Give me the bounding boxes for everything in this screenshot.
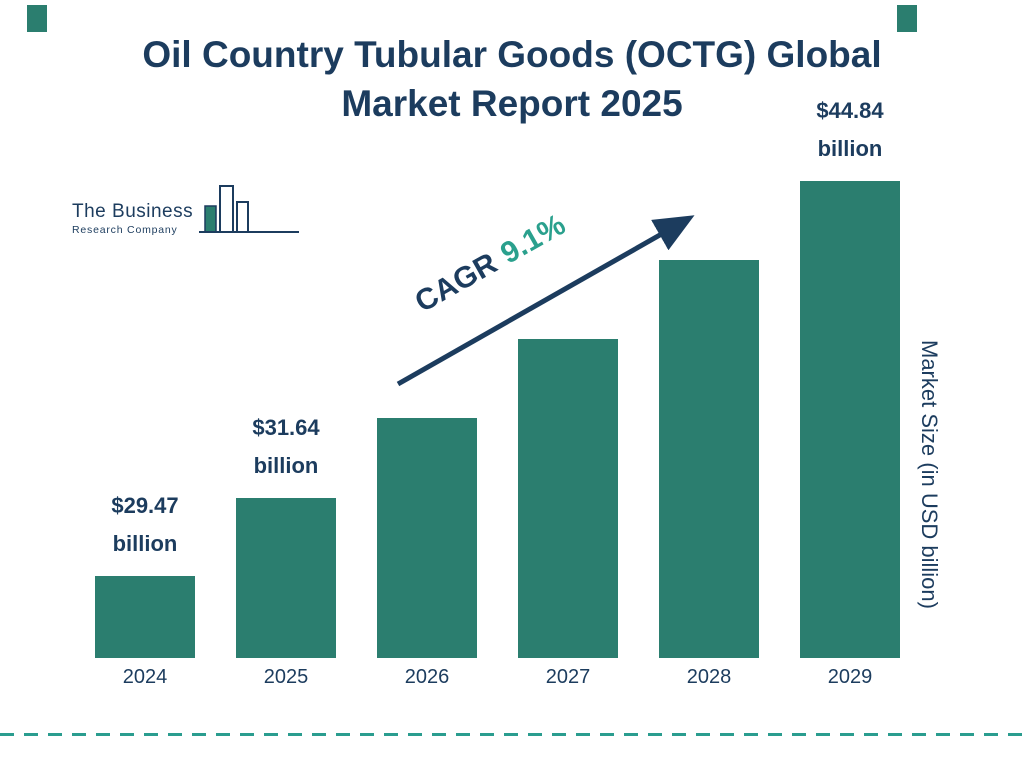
- x-tick-2026: 2026: [404, 666, 450, 688]
- logo-bars-icon: [199, 185, 300, 233]
- bar-2029: [800, 181, 900, 658]
- x-tick-2025: 2025: [263, 666, 309, 688]
- bar-value-unit: billion: [817, 136, 883, 161]
- bar-column-2028: [659, 247, 759, 658]
- x-tick-2029: 2029: [827, 666, 873, 688]
- bar-column-2029: $44.84 billion: [800, 92, 900, 658]
- bar-value-amount: $31.64: [252, 415, 320, 440]
- x-tick-2027: 2027: [545, 666, 591, 688]
- page-title-line2: Market Report 2025: [341, 83, 683, 125]
- bar-2028: [659, 260, 759, 658]
- bar-column-2025: $31.64 billion: [236, 409, 336, 658]
- bar-column-2026: [377, 405, 477, 658]
- bar-column-2027: [518, 326, 618, 658]
- bar-2026: [377, 418, 477, 658]
- company-logo: The Business Research Company: [72, 180, 303, 242]
- bar-value-label-2025: $31.64 billion: [252, 409, 319, 485]
- page-title: Oil Country Tubular Goods (OCTG) Global …: [0, 30, 1024, 128]
- bar-value-label-2024: $29.47 billion: [111, 487, 178, 563]
- bar-value-amount: $44.84: [816, 98, 884, 123]
- bar-value-amount: $29.47: [111, 493, 179, 518]
- bar-2024: [95, 576, 195, 658]
- logo-subname: Research Company: [72, 224, 178, 236]
- bar-value-unit: billion: [253, 453, 319, 478]
- page-title-line1: Oil Country Tubular Goods (OCTG) Global: [142, 34, 882, 75]
- bar-chart: $29.47 billion $31.64 billion: [95, 90, 900, 658]
- bar-2025: [236, 498, 336, 658]
- bar-value-unit: billion: [112, 531, 178, 556]
- x-axis-labels: 2024 2025 2026 2027 2028 2029: [95, 666, 900, 689]
- x-tick-2024: 2024: [122, 666, 168, 688]
- corner-accent-left: [27, 5, 47, 32]
- logo-text: The Business Research Company: [72, 201, 193, 242]
- y-axis-label: Market Size (in USD billion): [917, 340, 942, 609]
- bar-2027: [518, 339, 618, 658]
- x-tick-2028: 2028: [686, 666, 732, 688]
- bar-column-2024: $29.47 billion: [95, 487, 195, 658]
- bottom-dashed-line: [0, 733, 1024, 736]
- corner-accent-right: [897, 5, 917, 32]
- bar-value-label-2029: $44.84 billion: [816, 92, 883, 168]
- logo-name: The Business: [72, 201, 194, 222]
